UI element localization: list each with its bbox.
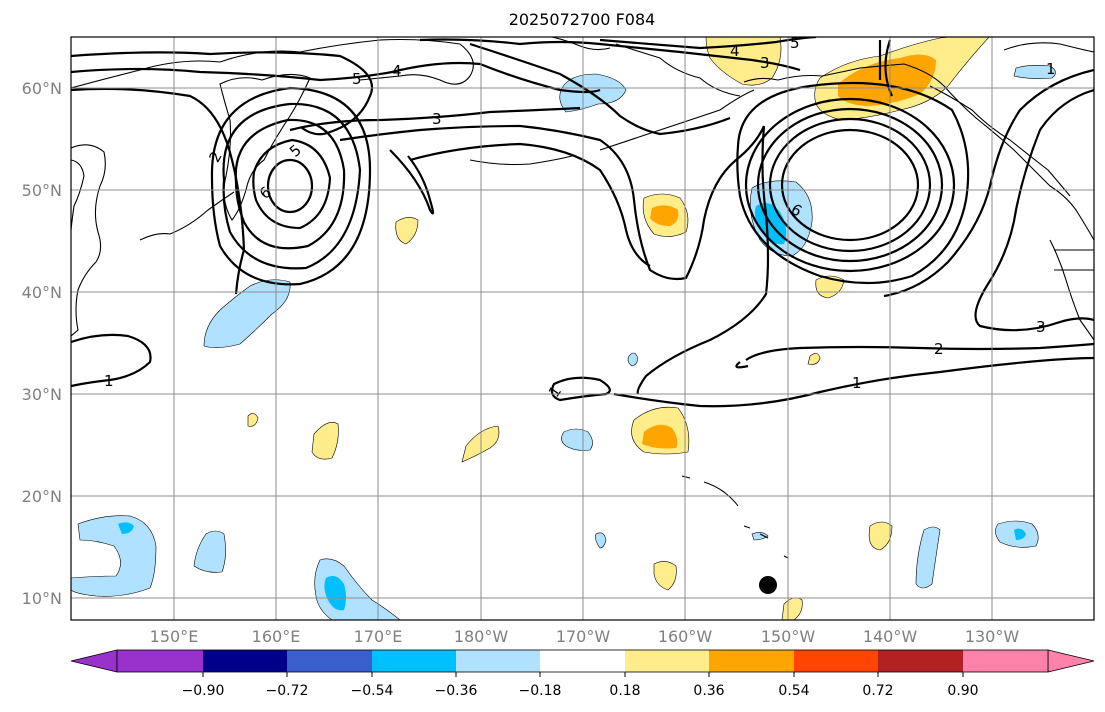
colorbar-swatch [456,650,540,672]
shade-light-blue [71,515,157,597]
contour-label: 3 [432,110,442,128]
lon-label: 150°W [761,627,816,646]
lon-label: 170°W [556,627,611,646]
colorbar-extend-left [70,649,118,673]
lat-label: 40°N [22,283,62,302]
shade-light-blue [1013,65,1056,79]
colorbar-swatch [625,650,709,672]
shade-orange [650,205,679,226]
shade-light-yellow [868,521,893,551]
colorbar-swatch [794,650,878,672]
colorbar-tick-label: 0.54 [778,683,809,699]
colorbar-tick-label: −0.90 [182,683,225,699]
shade-light-blue [627,352,638,367]
colorbar-tick-label: 0.90 [947,683,978,699]
lon-label: 130°W [965,627,1020,646]
shade-orange [642,424,678,449]
contour-label: 1 [104,372,114,390]
shade-light-blue [203,279,291,348]
contour-label: 2 [934,340,944,358]
contour-label: 5 [352,70,362,88]
colorbar-tick-label: 0.72 [862,683,893,699]
contour-label: 1 [1046,60,1056,78]
shade-light-yellow [705,37,782,86]
colorbar-tick-label: −0.36 [435,683,478,699]
colorbar-tick-label: −0.18 [519,683,562,699]
colorbar-swatch [709,650,794,672]
contour-label: 5 [790,34,800,52]
colorbar: −0.90 −0.72 −0.54 −0.36 −0.18 0.18 0.36 … [70,649,1095,699]
shade-light-yellow [247,413,259,427]
shade-light-blue [193,530,226,573]
longitude-labels: 150°E 160°E 170°E 180°W 170°W 160°W 150°… [150,627,1020,646]
colorbar-swatch [117,650,203,672]
latitude-labels: 60°N 50°N 40°N 30°N 20°N 10°N [22,79,62,608]
colorbar-tick-label: 0.18 [609,683,640,699]
contour-label: 3 [1036,318,1046,336]
lat-label: 60°N [22,79,62,98]
colorbar-tick-label: −0.72 [266,683,309,699]
contour-label: 4 [392,62,402,80]
lat-label: 20°N [22,487,62,506]
shade-light-blue [915,526,941,589]
contour-label: 4 [730,42,740,60]
shade-light-blue [751,532,769,541]
shade-light-blue [561,428,593,451]
shade-light-yellow [653,561,677,591]
lat-label: 30°N [22,385,62,404]
map-frame [70,36,1095,621]
shade-light-yellow [395,217,419,245]
colorbar-outline [116,649,1049,673]
shade-blue [324,576,346,611]
colorbar-swatch [372,650,456,672]
lon-label: 160°W [658,627,713,646]
storm-position-marker [759,576,777,594]
colorbar-swatch [203,650,287,672]
contour-label: 1 [852,374,862,392]
figure-title: 2025072700 F084 [509,10,656,29]
lon-label: 170°E [354,627,403,646]
colorbar-swatch [878,650,963,672]
map-panel: 1 1 1 1 2 2 3 3 4 4 5 5 5 6 6 3 [70,34,1095,621]
shade-light-blue [595,532,607,549]
colorbar-tick-label: 0.36 [693,683,724,699]
coastlines [71,37,1094,559]
colorbar-swatch [540,650,625,672]
contour-label: 3 [760,54,770,72]
shade-light-yellow [781,597,803,620]
shade-light-yellow [807,353,821,365]
colorbar-tick-label: −0.54 [351,683,394,699]
colorbar-swatch [287,650,372,672]
lon-label: 160°E [252,627,301,646]
colorbar-ticks [202,672,964,677]
shade-blue [118,522,134,534]
colorbar-extend-right [1047,649,1095,673]
lon-label: 150°E [150,627,199,646]
colorbar-swatch [963,650,1048,672]
shade-blue [1014,528,1026,540]
lon-label: 140°W [863,627,918,646]
lat-label: 10°N [22,589,62,608]
lon-label: 180°W [454,627,509,646]
lat-label: 50°N [22,181,62,200]
graticule [71,37,1094,620]
shade-light-yellow [311,422,339,460]
